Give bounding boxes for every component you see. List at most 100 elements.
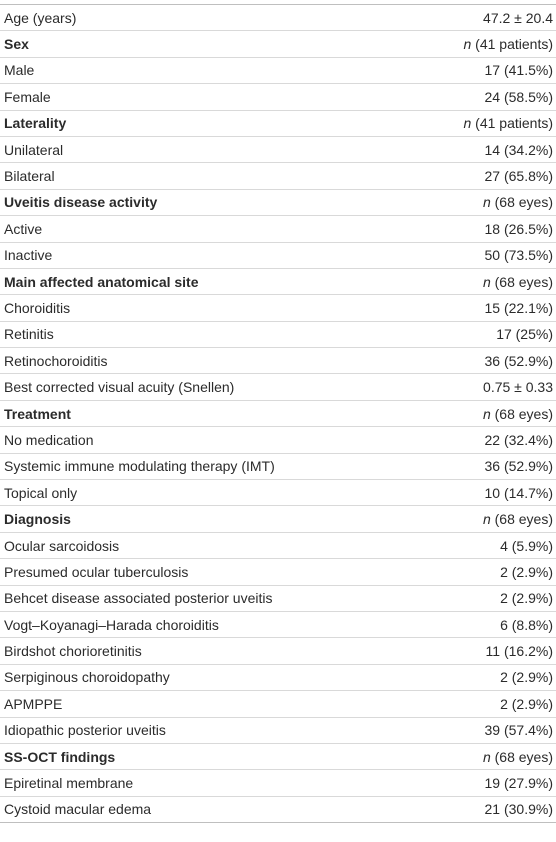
table-row: Active 18 (26.5%) [0, 215, 556, 243]
row-value: 50 (73.5%) [413, 242, 556, 269]
row-value: 24 (58.5%) [413, 83, 556, 111]
row-value: 10 (14.7%) [413, 479, 556, 507]
row-value: n (68 eyes) [413, 505, 556, 533]
row-label: Serpiginous choroidopathy [0, 664, 413, 692]
row-value: n (68 eyes) [413, 268, 556, 296]
row-value: n (41 patients) [413, 30, 556, 58]
page: {"table": {"rows": [ {"label": "Age (yea… [0, 3, 556, 842]
row-label: Birdshot chorioretinitis [0, 637, 413, 665]
section-row: Uveitis disease activity n (68 eyes) [0, 189, 556, 217]
table-row: Ocular sarcoidosis 4 (5.9%) [0, 532, 556, 560]
table-row: APMPPE 2 (2.9%) [0, 690, 556, 718]
count-unit: (68 eyes) [494, 405, 553, 422]
count-unit: (41 patients) [475, 36, 553, 53]
table-row: Behcet disease associated posterior uvei… [0, 585, 556, 612]
row-value: 18 (26.5%) [413, 215, 556, 243]
row-value: n (68 eyes) [413, 743, 556, 771]
row-value: 11 (16.2%) [413, 637, 556, 665]
row-value: n (68 eyes) [413, 189, 556, 217]
count-unit: (68 eyes) [494, 273, 553, 290]
count-symbol: n [463, 115, 472, 132]
row-label: Age (years) [0, 3, 413, 32]
count-unit: (68 eyes) [494, 748, 553, 765]
row-label: Epiretinal membrane [0, 769, 413, 797]
count-unit: (68 eyes) [494, 511, 553, 528]
count-unit: (68 eyes) [494, 194, 553, 211]
row-value: 6 (8.8%) [413, 611, 556, 639]
row-value: 22 (32.4%) [413, 426, 556, 454]
row-label: Choroiditis [0, 294, 413, 322]
count-symbol: n [482, 748, 491, 765]
table-row: Birdshot chorioretinitis 11 (16.2%) [0, 637, 556, 665]
row-value: 36 (52.9%) [413, 347, 556, 375]
row-value: 2 (2.9%) [413, 664, 556, 692]
row-value: 21 (30.9%) [413, 796, 556, 824]
section-row: Diagnosis n (68 eyes) [0, 505, 556, 533]
row-value: 27 (65.8%) [413, 162, 556, 190]
row-label: Best corrected visual acuity (Snellen) [0, 373, 413, 401]
row-value: 47.2 ± 20.4 [413, 3, 556, 32]
row-label: Topical only [0, 479, 413, 507]
table-row: Bilateral 27 (65.8%) [0, 162, 556, 190]
row-label: Presumed ocular tuberculosis [0, 558, 413, 586]
row-label: Uveitis disease activity [0, 189, 413, 217]
table-row: No medication 22 (32.4%) [0, 426, 556, 454]
row-label: Active [0, 215, 413, 243]
row-label: Female [0, 83, 413, 111]
row-label: Idiopathic posterior uveitis [0, 717, 413, 744]
section-row: SS-OCT findings n (68 eyes) [0, 743, 556, 771]
row-value: n (41 patients) [413, 110, 556, 137]
table-row: Best corrected visual acuity (Snellen) 0.… [0, 373, 556, 401]
row-label: Ocular sarcoidosis [0, 532, 413, 560]
section-row: Sex n (41 patients) [0, 30, 556, 58]
count-unit: (41 patients) [475, 115, 553, 132]
table-row: Idiopathic posterior uveitis 39 (57.4%) [0, 717, 556, 744]
row-value: 17 (41.5%) [413, 57, 556, 85]
row-value: n (68 eyes) [413, 400, 556, 428]
row-value: 4 (5.9%) [413, 532, 556, 560]
row-value: 2 (2.9%) [413, 585, 556, 612]
table-row: Topical only 10 (14.7%) [0, 479, 556, 507]
row-value: 17 (25%) [413, 321, 556, 349]
row-label: Cystoid macular edema [0, 796, 413, 824]
row-label: Systemic immune modulating therapy (IMT) [0, 453, 413, 481]
table-row: Retinochoroiditis 36 (52.9%) [0, 347, 556, 375]
row-label: Vogt–Koyanagi–Harada choroiditis [0, 611, 413, 639]
row-label: Retinochoroiditis [0, 347, 413, 375]
row-label: Retinitis [0, 321, 413, 349]
row-label: Behcet disease associated posterior uvei… [0, 585, 413, 612]
table-row: Inactive 50 (73.5%) [0, 242, 556, 269]
table-row: Unilateral 14 (34.2%) [0, 136, 556, 164]
row-label: Main affected anatomical site [0, 268, 413, 296]
row-value: 2 (2.9%) [413, 558, 556, 586]
table-row: Epiretinal membrane 19 (27.9%) [0, 769, 556, 797]
row-value: 2 (2.9%) [413, 690, 556, 718]
table-row: Presumed ocular tuberculosis 2 (2.9%) [0, 558, 556, 586]
row-value: 15 (22.1%) [413, 294, 556, 322]
section-row: Main affected anatomical site n (68 eyes) [0, 268, 556, 296]
table-row: Choroiditis 15 (22.1%) [0, 294, 556, 322]
row-value: 0.75 ± 0.33 [413, 373, 556, 401]
count-symbol: n [482, 273, 491, 290]
row-label: Male [0, 57, 413, 85]
table-row: Age (years) 47.2 ± 20.4 [0, 3, 556, 32]
row-label: Inactive [0, 242, 413, 269]
row-label: Sex [0, 30, 413, 58]
row-value: 36 (52.9%) [413, 453, 556, 481]
row-label: Laterality [0, 110, 413, 137]
table-row: Cystoid macular edema 21 (30.9%) [0, 796, 556, 824]
table-row: Serpiginous choroidopathy 2 (2.9%) [0, 664, 556, 692]
row-label: Diagnosis [0, 505, 413, 533]
row-value: 19 (27.9%) [413, 769, 556, 797]
table-row: Male 17 (41.5%) [0, 57, 556, 85]
table-row: Retinitis 17 (25%) [0, 321, 556, 349]
row-label: Bilateral [0, 162, 413, 190]
row-label: Unilateral [0, 136, 413, 164]
row-label: No medication [0, 426, 413, 454]
table-row: Systemic immune modulating therapy (IMT)… [0, 453, 556, 481]
table-row: Female 24 (58.5%) [0, 83, 556, 111]
count-symbol: n [482, 405, 491, 422]
row-value: 39 (57.4%) [413, 717, 556, 744]
row-value: 14 (34.2%) [413, 136, 556, 164]
row-label: APMPPE [0, 690, 413, 718]
